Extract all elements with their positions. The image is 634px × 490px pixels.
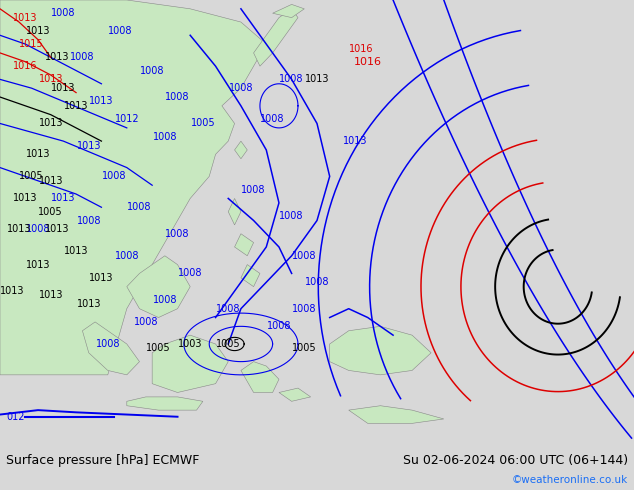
Text: 1013: 1013 (89, 273, 113, 283)
Text: 1013: 1013 (45, 52, 69, 62)
Text: 1008: 1008 (127, 202, 152, 212)
Text: 1008: 1008 (153, 132, 177, 142)
Text: 1008: 1008 (178, 269, 202, 278)
Text: 1008: 1008 (134, 317, 158, 327)
Polygon shape (279, 388, 311, 401)
Text: 1008: 1008 (115, 251, 139, 261)
Text: 1008: 1008 (70, 52, 94, 62)
Text: 1013: 1013 (45, 224, 69, 234)
Text: 1008: 1008 (292, 251, 316, 261)
Text: 1013: 1013 (89, 97, 113, 106)
Text: 1013: 1013 (13, 13, 37, 23)
Text: 1008: 1008 (26, 224, 50, 234)
Text: 1008: 1008 (229, 83, 253, 93)
Text: 1012: 1012 (115, 114, 139, 124)
Text: 1013: 1013 (77, 141, 101, 150)
Text: 1016: 1016 (349, 44, 373, 53)
Polygon shape (273, 4, 304, 18)
Text: 1016: 1016 (354, 57, 382, 67)
Text: 1008: 1008 (140, 66, 164, 75)
Text: ©weatheronline.co.uk: ©weatheronline.co.uk (512, 475, 628, 485)
Text: 1013: 1013 (7, 224, 31, 234)
Polygon shape (82, 322, 139, 375)
Text: 1008: 1008 (216, 304, 240, 314)
Text: 1008: 1008 (267, 321, 291, 331)
Text: 1013: 1013 (39, 119, 63, 128)
Polygon shape (228, 198, 241, 225)
Polygon shape (235, 234, 254, 256)
Polygon shape (127, 397, 203, 410)
Text: 1015: 1015 (20, 39, 44, 49)
Text: 012: 012 (6, 412, 25, 422)
Text: 1008: 1008 (280, 74, 304, 84)
Polygon shape (127, 256, 190, 318)
Text: 1013: 1013 (51, 194, 75, 203)
Text: 1008: 1008 (153, 295, 177, 305)
Text: 1008: 1008 (242, 185, 266, 195)
Text: 1003: 1003 (178, 339, 202, 349)
Text: 1005: 1005 (292, 343, 316, 353)
Text: 1008: 1008 (292, 304, 316, 314)
Polygon shape (241, 265, 260, 287)
Text: 1013: 1013 (39, 291, 63, 300)
Text: 1008: 1008 (102, 172, 126, 181)
Text: 1008: 1008 (96, 339, 120, 349)
Text: 1016: 1016 (13, 61, 37, 71)
Text: 1005: 1005 (191, 119, 215, 128)
Polygon shape (254, 9, 298, 66)
Text: 1008: 1008 (108, 26, 133, 36)
Text: 1013: 1013 (26, 149, 50, 159)
Polygon shape (235, 141, 247, 159)
Text: 1008: 1008 (51, 8, 75, 18)
Text: 1013: 1013 (305, 74, 329, 84)
Polygon shape (349, 406, 444, 423)
Text: 1008: 1008 (261, 114, 285, 124)
Text: Surface pressure [hPa] ECMWF: Surface pressure [hPa] ECMWF (6, 454, 200, 467)
Text: 1013: 1013 (64, 246, 88, 256)
Text: 1013: 1013 (39, 74, 63, 84)
Text: 1013: 1013 (343, 136, 367, 146)
Text: 1013: 1013 (13, 194, 37, 203)
Text: 1005: 1005 (39, 207, 63, 217)
Polygon shape (241, 362, 279, 392)
Text: 1013: 1013 (64, 101, 88, 111)
Polygon shape (152, 335, 228, 392)
Text: 1008: 1008 (77, 216, 101, 225)
Text: 1013: 1013 (1, 286, 25, 296)
Polygon shape (0, 0, 266, 375)
Text: Su 02-06-2024 06:00 UTC (06+144): Su 02-06-2024 06:00 UTC (06+144) (403, 454, 628, 467)
Text: 1005: 1005 (216, 339, 240, 349)
Text: 1013: 1013 (26, 260, 50, 270)
Text: 1008: 1008 (280, 211, 304, 221)
Text: 1013: 1013 (51, 83, 75, 93)
Text: 1013: 1013 (26, 26, 50, 36)
Polygon shape (330, 326, 431, 375)
Text: 1008: 1008 (305, 277, 329, 287)
Text: 1013: 1013 (39, 176, 63, 186)
Text: 1005: 1005 (20, 172, 44, 181)
Text: 1008: 1008 (165, 92, 190, 102)
Text: 1013: 1013 (77, 299, 101, 309)
Text: 1008: 1008 (165, 229, 190, 239)
Text: 1005: 1005 (146, 343, 171, 353)
